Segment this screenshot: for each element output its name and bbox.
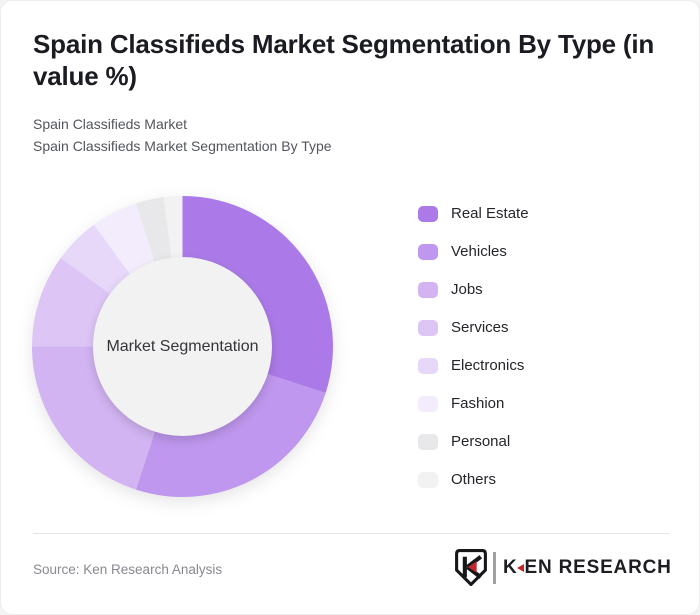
subtitle-line-1: Spain Classifieds Market <box>33 116 188 132</box>
subtitle-line-2: Spain Classifieds Market Segmentation By… <box>33 138 332 154</box>
ken-research-wordmark: K EN RESEARCH <box>503 557 672 579</box>
source-text: Source: Ken Research Analysis <box>33 562 223 577</box>
wordmark-red-triangle-icon <box>516 564 524 572</box>
legend-swatch-real-estate <box>418 206 438 222</box>
legend-label-fashion: Fashion <box>451 395 505 412</box>
legend-label-services: Services <box>451 319 509 336</box>
legend-swatch-fashion <box>418 396 438 412</box>
legend-swatch-electronics <box>418 358 438 374</box>
legend-label-vehicles: Vehicles <box>451 243 507 260</box>
legend-swatch-jobs <box>418 282 438 298</box>
logo-divider-bar <box>493 551 496 584</box>
footer-divider <box>33 533 669 534</box>
chart-legend: Real Estate Vehicles Jobs Services Electroni… <box>418 206 529 510</box>
donut-center: Market Segmentation <box>93 257 272 436</box>
chart-subtitles: Spain Classifieds Market Spain Classifie… <box>33 113 332 157</box>
legend-item-jobs: Jobs <box>418 282 529 298</box>
legend-label-others: Others <box>451 471 497 488</box>
legend-item-fashion: Fashion <box>418 396 529 412</box>
legend-label-jobs: Jobs <box>451 281 483 298</box>
legend-swatch-vehicles <box>418 244 438 260</box>
legend-item-vehicles: Vehicles <box>418 244 529 260</box>
donut-center-label: Market Segmentation <box>106 337 259 355</box>
wordmark-k: K <box>503 556 518 578</box>
ken-research-badge-icon <box>455 549 487 586</box>
legend-label-real-estate: Real Estate <box>451 205 529 222</box>
legend-swatch-personal <box>418 434 438 450</box>
legend-item-others: Others <box>418 472 529 488</box>
legend-label-electronics: Electronics <box>451 357 525 374</box>
legend-item-real-estate: Real Estate <box>418 206 529 222</box>
legend-swatch-services <box>418 320 438 336</box>
legend-swatch-others <box>418 472 438 488</box>
legend-item-personal: Personal <box>418 434 529 450</box>
legend-item-electronics: Electronics <box>418 358 529 374</box>
chart-title: Spain Classifieds Market Segmentation By… <box>33 29 655 91</box>
ken-research-logo: K EN RESEARCH <box>455 549 672 586</box>
wordmark-rest: EN RESEARCH <box>524 556 672 578</box>
badge-red-triangle <box>467 561 477 573</box>
legend-item-services: Services <box>418 320 529 336</box>
legend-label-personal: Personal <box>451 433 511 450</box>
